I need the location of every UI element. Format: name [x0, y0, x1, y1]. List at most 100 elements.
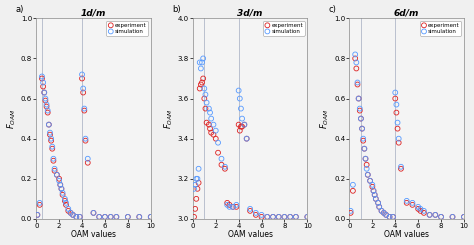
experiment — [205, 123, 213, 127]
experiment — [236, 129, 244, 133]
experiment — [361, 147, 368, 151]
experiment — [51, 169, 58, 173]
experiment — [208, 131, 215, 135]
experiment — [191, 207, 199, 211]
simulation — [67, 211, 74, 215]
experiment — [431, 213, 439, 217]
experiment — [203, 121, 210, 124]
experiment — [69, 213, 77, 217]
experiment — [34, 213, 41, 217]
experiment — [47, 139, 55, 143]
simulation — [56, 183, 64, 187]
experiment — [403, 201, 410, 205]
Y-axis label: $F_{OAM}$: $F_{OAM}$ — [6, 109, 18, 129]
experiment — [62, 203, 70, 207]
experiment — [437, 215, 445, 219]
Text: c): c) — [329, 5, 337, 14]
simulation — [81, 107, 88, 110]
experiment — [369, 185, 376, 189]
experiment — [36, 203, 44, 207]
experiment — [354, 83, 361, 86]
simulation — [374, 201, 382, 205]
simulation — [64, 207, 72, 211]
simulation — [389, 215, 397, 219]
X-axis label: OAM values: OAM values — [228, 231, 273, 239]
experiment — [417, 209, 424, 213]
simulation — [362, 157, 369, 161]
experiment — [192, 197, 200, 201]
simulation — [460, 215, 468, 219]
Legend: experiment, simulation: experiment, simulation — [263, 21, 305, 36]
simulation — [90, 211, 97, 215]
Text: b): b) — [172, 5, 181, 14]
experiment — [394, 127, 401, 131]
experiment — [264, 215, 271, 219]
simulation — [349, 183, 357, 187]
simulation — [403, 199, 410, 203]
simulation — [246, 207, 254, 211]
simulation — [426, 213, 433, 217]
simulation — [378, 209, 385, 213]
simulation — [361, 147, 368, 151]
simulation — [205, 107, 213, 110]
experiment — [246, 209, 254, 213]
simulation — [392, 103, 400, 107]
experiment — [353, 66, 360, 70]
simulation — [353, 61, 360, 64]
experiment — [78, 76, 86, 80]
simulation — [221, 165, 229, 169]
experiment — [286, 215, 294, 219]
experiment — [214, 151, 222, 155]
simulation — [359, 137, 367, 141]
simulation — [113, 215, 120, 219]
simulation — [236, 97, 244, 100]
simulation — [243, 137, 250, 141]
simulation — [226, 205, 233, 209]
simulation — [218, 157, 225, 161]
simulation — [355, 97, 363, 100]
simulation — [147, 215, 155, 219]
experiment — [101, 215, 109, 219]
experiment — [64, 209, 72, 213]
experiment — [124, 215, 132, 219]
simulation — [229, 205, 237, 209]
simulation — [51, 167, 58, 171]
Title: 3d/m: 3d/m — [237, 9, 263, 18]
experiment — [198, 81, 206, 85]
simulation — [275, 215, 283, 219]
experiment — [82, 139, 89, 143]
experiment — [356, 109, 364, 112]
experiment — [235, 123, 242, 127]
simulation — [420, 209, 428, 213]
simulation — [43, 103, 50, 107]
experiment — [195, 181, 202, 185]
simulation — [38, 74, 46, 78]
experiment — [370, 189, 377, 193]
experiment — [90, 211, 97, 215]
experiment — [67, 211, 74, 215]
Text: a): a) — [16, 5, 24, 14]
experiment — [48, 147, 56, 151]
experiment — [375, 205, 383, 209]
X-axis label: OAM values: OAM values — [384, 231, 429, 239]
simulation — [34, 213, 41, 217]
simulation — [206, 111, 214, 115]
simulation — [208, 117, 215, 121]
experiment — [238, 125, 246, 129]
experiment — [380, 211, 388, 215]
simulation — [449, 215, 456, 219]
simulation — [223, 203, 231, 207]
simulation — [371, 193, 378, 197]
experiment — [292, 215, 300, 219]
experiment — [258, 215, 265, 219]
Title: 1d/m: 1d/m — [81, 9, 106, 18]
experiment — [221, 167, 229, 171]
simulation — [58, 187, 65, 191]
simulation — [386, 215, 393, 219]
experiment — [79, 91, 87, 95]
experiment — [378, 209, 385, 213]
experiment — [226, 203, 233, 207]
experiment — [362, 157, 369, 161]
simulation — [269, 215, 277, 219]
Y-axis label: $F_{OAM}$: $F_{OAM}$ — [162, 109, 174, 129]
